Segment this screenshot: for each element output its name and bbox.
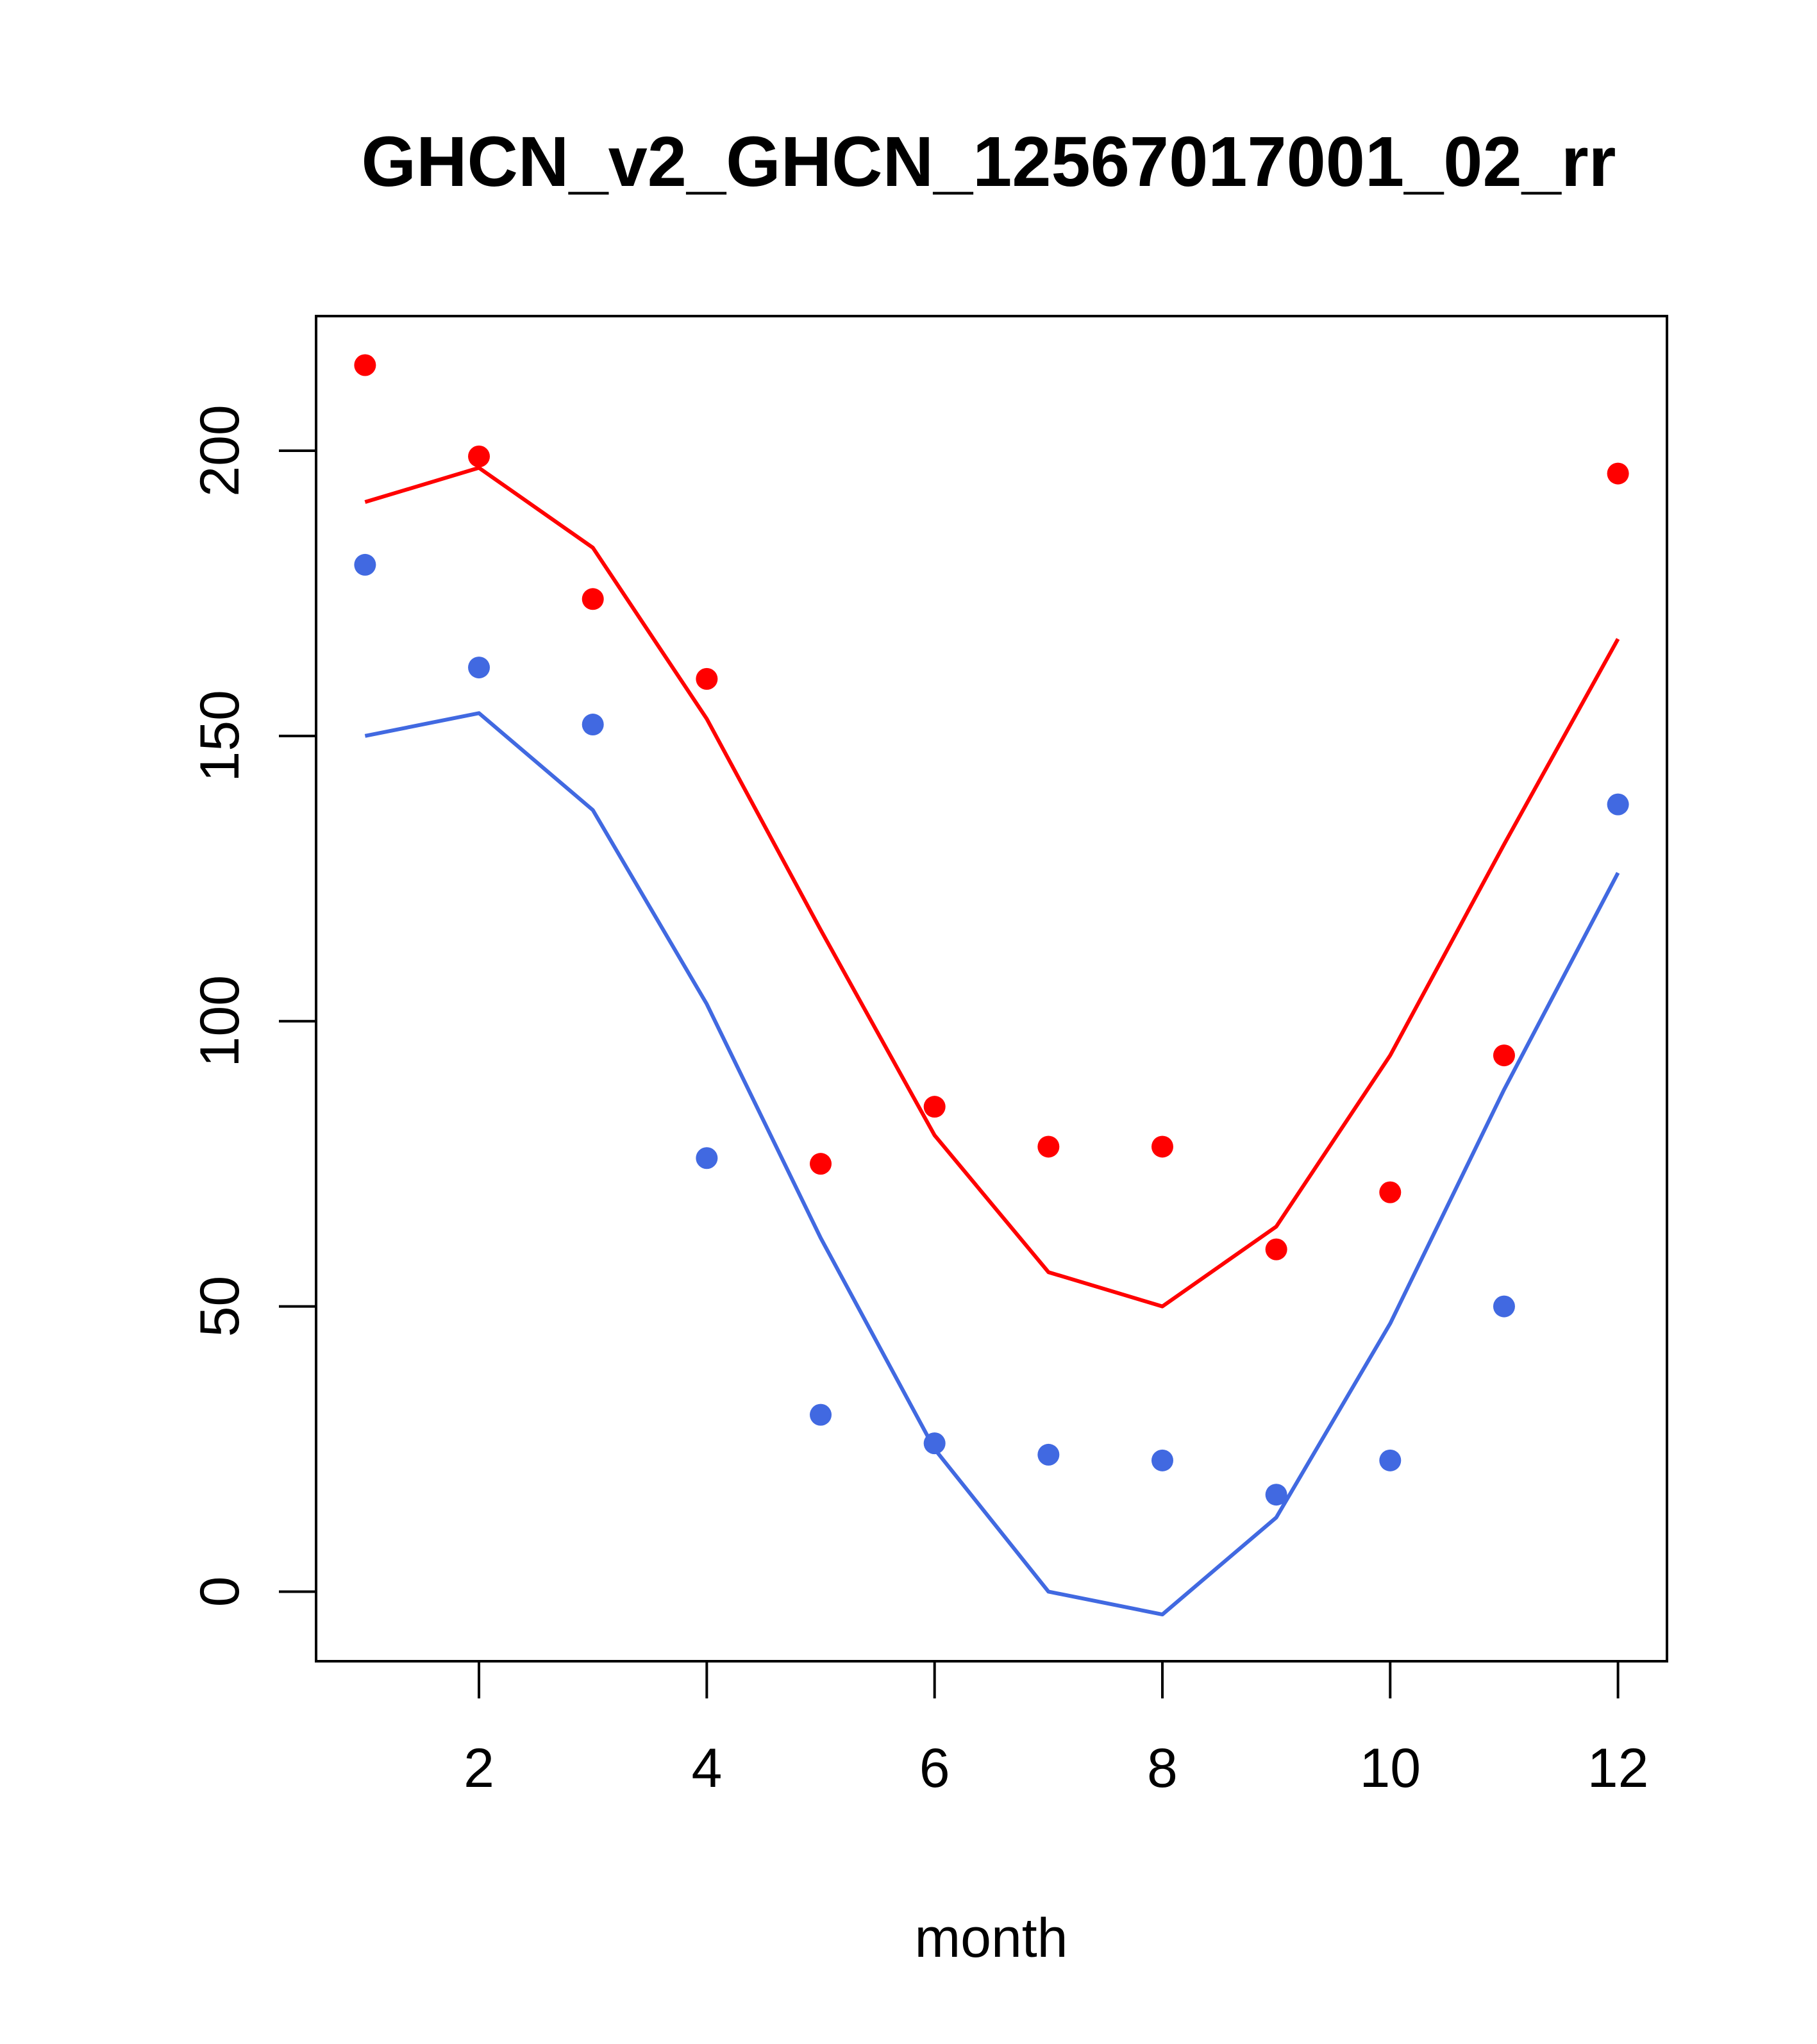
data-point xyxy=(1037,1443,1060,1466)
data-point xyxy=(696,667,718,690)
plot-frame xyxy=(315,315,1668,1663)
y-tick-label: 100 xyxy=(189,975,251,1068)
data-point xyxy=(1265,1484,1287,1506)
data-point xyxy=(810,1403,832,1426)
x-axis-label: month xyxy=(914,1907,1068,1969)
x-tick-label: 10 xyxy=(1359,1738,1421,1799)
data-point xyxy=(582,588,604,610)
data-point xyxy=(354,354,376,376)
data-point xyxy=(1379,1181,1402,1203)
data-point xyxy=(354,553,376,576)
data-point xyxy=(1265,1238,1287,1261)
data-point xyxy=(1151,1135,1173,1158)
data-point xyxy=(1151,1449,1173,1471)
series-line xyxy=(364,465,1620,1309)
data-point xyxy=(810,1153,832,1175)
data-point xyxy=(468,445,490,467)
data-point xyxy=(1493,1295,1515,1318)
data-point xyxy=(1379,1449,1402,1471)
x-tick-label: 2 xyxy=(464,1738,494,1799)
y-tick-label: 200 xyxy=(189,405,251,497)
data-point xyxy=(468,657,490,679)
y-axis: 0 50 100 150 200 xyxy=(189,405,317,1607)
x-tick-label: 8 xyxy=(1147,1738,1178,1799)
series-layer xyxy=(354,354,1629,1617)
data-point xyxy=(1607,793,1629,816)
data-point xyxy=(696,1147,718,1169)
x-axis: 2 4 6 8 10 12 xyxy=(464,1660,1649,1799)
y-tick-label: 150 xyxy=(189,690,251,782)
y-tick-label: 0 xyxy=(189,1577,251,1607)
data-point xyxy=(1607,462,1629,485)
y-tick-label: 50 xyxy=(189,1276,251,1337)
data-point xyxy=(1037,1135,1060,1158)
data-point xyxy=(923,1432,946,1455)
data-point xyxy=(1493,1044,1515,1067)
data-point xyxy=(923,1096,946,1118)
x-tick-label: 6 xyxy=(919,1738,950,1799)
x-tick-label: 4 xyxy=(691,1738,722,1799)
data-point xyxy=(582,714,604,736)
series-line xyxy=(364,711,1620,1617)
x-tick-label: 12 xyxy=(1587,1738,1649,1799)
chart-title: GHCN_v2_GHCN_12567017001_02_rr xyxy=(362,122,1616,201)
